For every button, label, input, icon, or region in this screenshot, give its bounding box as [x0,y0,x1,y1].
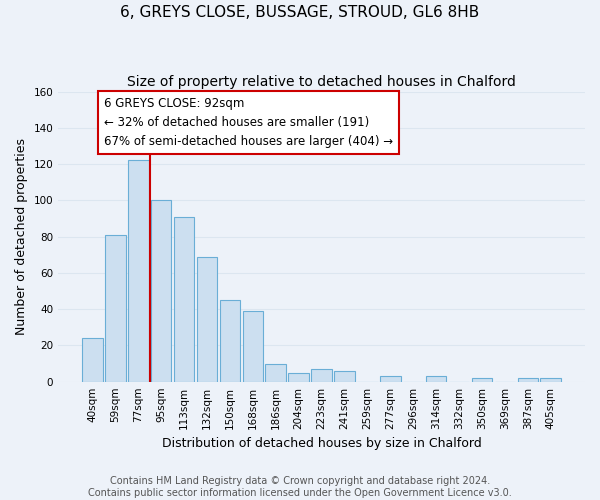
Bar [311,369,332,382]
Text: Contains HM Land Registry data © Crown copyright and database right 2024.
Contai: Contains HM Land Registry data © Crown c… [88,476,512,498]
Bar [426,376,446,382]
Bar [265,364,286,382]
Bar [472,378,493,382]
Bar [105,235,125,382]
Text: 6, GREYS CLOSE, BUSSAGE, STROUD, GL6 8HB: 6, GREYS CLOSE, BUSSAGE, STROUD, GL6 8HB [121,5,479,20]
Bar [518,378,538,382]
Bar [334,371,355,382]
Bar [82,338,103,382]
Bar [242,311,263,382]
Bar [197,256,217,382]
Bar [380,376,401,382]
Text: 6 GREYS CLOSE: 92sqm
← 32% of detached houses are smaller (191)
67% of semi-deta: 6 GREYS CLOSE: 92sqm ← 32% of detached h… [104,97,393,148]
X-axis label: Distribution of detached houses by size in Chalford: Distribution of detached houses by size … [162,437,481,450]
Bar [289,372,309,382]
Bar [151,200,172,382]
Title: Size of property relative to detached houses in Chalford: Size of property relative to detached ho… [127,75,516,89]
Y-axis label: Number of detached properties: Number of detached properties [15,138,28,335]
Bar [128,160,149,382]
Bar [220,300,240,382]
Bar [174,216,194,382]
Bar [541,378,561,382]
